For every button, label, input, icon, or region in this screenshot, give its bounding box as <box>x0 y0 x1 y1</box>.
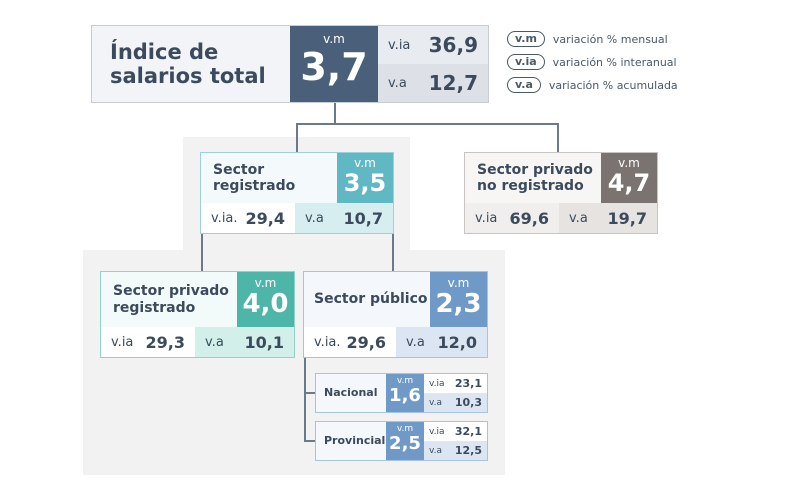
total-title: Índice de salarios total <box>110 39 266 88</box>
nacional-card: Nacional v.m 1,6 v.ia 23,1 v.a 10,3 <box>315 373 488 413</box>
registrado-via-value: 29,4 <box>245 208 285 228</box>
registrado-vm-key: v.m <box>354 156 376 170</box>
privado-registrado-va-value: 10,1 <box>244 332 284 352</box>
publico-va-key: v.a <box>406 334 425 350</box>
total-vm-key: v.m <box>323 32 345 46</box>
nacional-via-value: 23,1 <box>454 377 482 390</box>
no-registrado-card: Sector privado no registrado v.m 4,7 v.i… <box>464 152 658 234</box>
provincial-va-value: 12,5 <box>454 444 482 457</box>
connector-registrado-down <box>201 232 203 272</box>
provincial-card: Provincial v.m 2,5 v.ia 32,1 v.a 12,5 <box>315 421 488 461</box>
connector-to-registrado <box>296 123 298 153</box>
privado-registrado-via-value: 29,3 <box>145 332 185 352</box>
total-via-row: v.ia 36,9 <box>378 26 488 64</box>
total-card: Índice de salarios total v.m 3,7 v.ia 36… <box>91 25 489 103</box>
privado-registrado-vm-box: v.m 4,0 <box>237 272 294 327</box>
no-registrado-vm-key: v.m <box>618 156 640 170</box>
registrado-va-row: v.a 10,7 <box>295 203 393 233</box>
no-registrado-via-key: v.ia <box>475 210 498 226</box>
registrado-title: Sector registrado <box>213 161 296 194</box>
total-va-key: v.a <box>388 75 407 91</box>
provincial-via-row: v.ia 32,1 <box>424 422 487 441</box>
total-vm-value: 3,7 <box>300 45 368 89</box>
publico-via-row: v.ia. 29,6 <box>304 327 396 357</box>
nacional-va-value: 10,3 <box>454 396 482 409</box>
publico-via-value: 29,6 <box>346 332 386 352</box>
legend-item-via: v.ia variación % interanual <box>507 54 677 70</box>
total-vm-box: v.m 3,7 <box>290 26 378 102</box>
publico-card: Sector público v.m 2,3 v.ia. 29,6 v.a 12… <box>303 271 488 358</box>
registrado-va-value: 10,7 <box>343 208 383 228</box>
no-registrado-va-value: 19,7 <box>607 208 647 228</box>
no-registrado-va-key: v.a <box>569 210 588 226</box>
no-registrado-vm-value: 4,7 <box>607 169 651 197</box>
nacional-title: Nacional <box>324 385 378 399</box>
legend-pill-via: v.ia <box>507 54 545 70</box>
registrado-via-key: v.ia. <box>211 210 238 226</box>
nacional-vm-box: v.m 1,6 <box>386 374 424 412</box>
publico-vm-value: 2,3 <box>435 289 482 319</box>
registrado-va-key: v.a <box>305 210 324 226</box>
no-registrado-vm-box: v.m 4,7 <box>601 153 657 203</box>
publico-va-row: v.a 12,0 <box>396 327 487 357</box>
nacional-vm-value: 1,6 <box>389 385 421 406</box>
provincial-vm-value: 2,5 <box>389 433 421 454</box>
registrado-vm-value: 3,5 <box>343 169 387 197</box>
publico-vm-box: v.m 2,3 <box>430 272 487 327</box>
nacional-via-key: v.ia <box>429 378 445 389</box>
no-registrado-title: Sector privado no registrado <box>477 161 593 194</box>
legend-text-va: variación % acumulada <box>548 78 678 92</box>
nacional-va-row: v.a 10,3 <box>424 393 487 412</box>
nacional-vm-key: v.m <box>396 376 414 386</box>
publico-va-value: 12,0 <box>437 332 477 352</box>
privado-registrado-via-key: v.ia <box>111 334 134 350</box>
provincial-via-value: 32,1 <box>454 425 482 438</box>
nacional-va-key: v.a <box>429 397 443 408</box>
legend-item-va: v.a variación % acumulada <box>507 77 678 93</box>
legend-text-via: variación % interanual <box>552 55 677 69</box>
privado-registrado-via-row: v.ia 29,3 <box>101 327 195 357</box>
legend-pill-vm: v.m <box>507 31 545 47</box>
registrado-via-row: v.ia. 29,4 <box>201 203 295 233</box>
publico-vm-key: v.m <box>447 276 470 290</box>
legend-item-vm: v.m variación % mensual <box>507 31 668 47</box>
provincial-via-key: v.ia <box>429 426 445 437</box>
connector-publico-down <box>304 357 306 442</box>
publico-via-key: v.ia. <box>314 334 341 350</box>
privado-registrado-va-key: v.a <box>205 334 224 350</box>
privado-registrado-vm-value: 4,0 <box>242 289 289 319</box>
privado-registrado-card: Sector privado registrado v.m 4,0 v.ia 2… <box>100 271 295 358</box>
registrado-vm-box: v.m 3,5 <box>337 153 393 203</box>
total-va-value: 12,7 <box>428 71 478 95</box>
connector-provincial <box>304 440 316 442</box>
total-via-key: v.ia <box>388 37 411 53</box>
provincial-title: Provincial <box>324 433 386 447</box>
connector-nacional <box>304 392 316 394</box>
privado-registrado-vm-key: v.m <box>254 276 277 290</box>
no-registrado-via-value: 69,6 <box>509 208 549 228</box>
provincial-va-key: v.a <box>429 445 443 456</box>
connector-total-down <box>334 103 336 124</box>
no-registrado-via-row: v.ia 69,6 <box>465 203 559 233</box>
legend-text-vm: variación % mensual <box>552 32 668 46</box>
provincial-va-row: v.a 12,5 <box>424 441 487 460</box>
total-via-value: 36,9 <box>428 33 478 57</box>
connector-horizontal-top <box>296 123 559 125</box>
connector-to-no-registrado <box>557 123 559 153</box>
registrado-card: Sector registrado v.m 3,5 v.ia. 29,4 v.a… <box>200 152 394 234</box>
connector-registrado-right <box>392 232 394 272</box>
nacional-via-row: v.ia 23,1 <box>424 374 487 393</box>
privado-registrado-title: Sector privado registrado <box>113 283 229 316</box>
legend-pill-va: v.a <box>507 77 541 93</box>
privado-registrado-va-row: v.a 10,1 <box>195 327 294 357</box>
provincial-vm-box: v.m 2,5 <box>386 422 424 460</box>
no-registrado-va-row: v.a 19,7 <box>559 203 657 233</box>
total-va-row: v.a 12,7 <box>378 64 488 102</box>
publico-title: Sector público <box>314 291 428 308</box>
provincial-vm-key: v.m <box>396 424 414 434</box>
